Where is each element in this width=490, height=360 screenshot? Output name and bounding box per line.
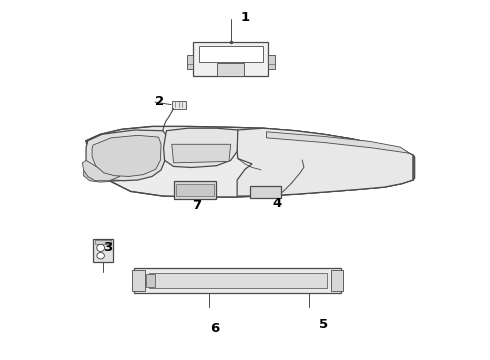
- Polygon shape: [132, 270, 145, 291]
- Polygon shape: [250, 186, 281, 198]
- Polygon shape: [92, 135, 161, 176]
- Text: 1: 1: [241, 11, 249, 24]
- Polygon shape: [331, 270, 343, 291]
- Polygon shape: [172, 144, 231, 163]
- Polygon shape: [267, 132, 409, 153]
- Text: 3: 3: [103, 241, 112, 255]
- Polygon shape: [95, 240, 111, 244]
- Polygon shape: [164, 128, 238, 167]
- Polygon shape: [187, 55, 193, 69]
- Polygon shape: [93, 239, 113, 262]
- Polygon shape: [198, 46, 263, 62]
- Polygon shape: [218, 63, 244, 76]
- Polygon shape: [146, 274, 155, 287]
- Polygon shape: [148, 273, 327, 288]
- Polygon shape: [134, 268, 342, 293]
- Text: 2: 2: [155, 95, 164, 108]
- Polygon shape: [173, 181, 217, 199]
- Polygon shape: [86, 130, 167, 181]
- Ellipse shape: [97, 244, 104, 251]
- Polygon shape: [86, 126, 413, 197]
- Polygon shape: [193, 42, 268, 76]
- Polygon shape: [172, 101, 186, 109]
- Text: 6: 6: [210, 322, 219, 335]
- Polygon shape: [82, 160, 120, 181]
- Text: 5: 5: [319, 318, 328, 331]
- Polygon shape: [268, 55, 275, 69]
- Polygon shape: [176, 184, 214, 196]
- Ellipse shape: [97, 252, 104, 259]
- Polygon shape: [83, 163, 123, 182]
- Text: 4: 4: [272, 197, 282, 210]
- Polygon shape: [237, 128, 413, 196]
- Text: 7: 7: [192, 198, 201, 212]
